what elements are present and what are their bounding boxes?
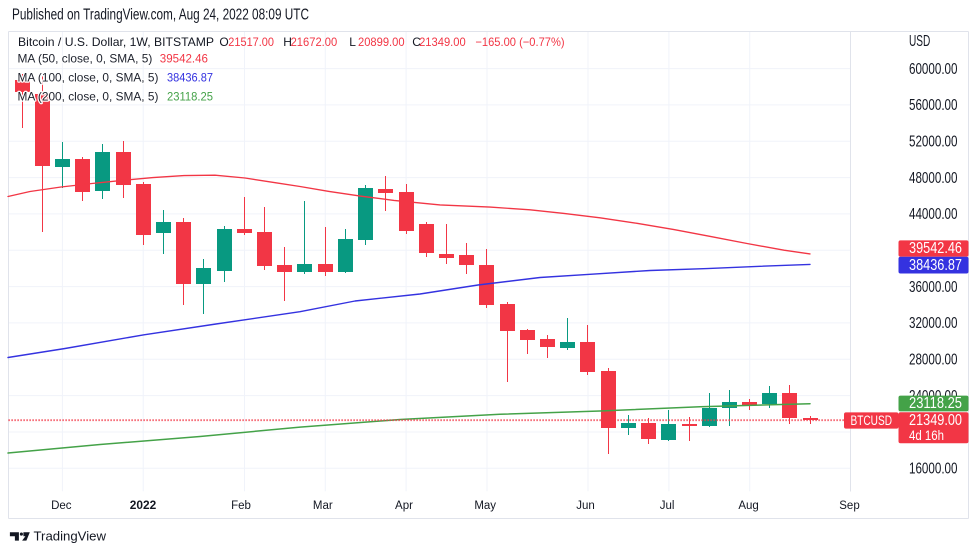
svg-text:21517.00: 21517.00: [228, 35, 274, 49]
svg-text:MA (50, close, 0, SMA, 5): MA (50, close, 0, SMA, 5): [18, 51, 153, 65]
svg-text:TradingView: TradingView: [34, 530, 108, 544]
svg-text:48000.00: 48000.00: [909, 170, 958, 187]
svg-text:BTCUSD: BTCUSD: [851, 413, 893, 428]
svg-text:38436.87: 38436.87: [909, 257, 962, 274]
svg-text:Aug: Aug: [738, 500, 758, 512]
svg-text:L: L: [349, 35, 356, 49]
svg-text:23118.25: 23118.25: [167, 89, 213, 103]
svg-text:Bitcoin / U.S. Dollar, 1W, BIT: Bitcoin / U.S. Dollar, 1W, BITSTAMP: [18, 35, 214, 49]
svg-text:Feb: Feb: [231, 500, 251, 512]
svg-text:21349.00: 21349.00: [909, 412, 962, 429]
svg-text:4d 16h: 4d 16h: [909, 428, 944, 443]
svg-text:38436.87: 38436.87: [167, 70, 213, 84]
svg-text:MA (100, close, 0, SMA, 5): MA (100, close, 0, SMA, 5): [18, 70, 159, 84]
svg-text:Mar: Mar: [313, 500, 333, 512]
svg-text:May: May: [474, 500, 496, 512]
svg-text:21672.00: 21672.00: [291, 35, 338, 49]
svg-text:MA (200, close, 0, SMA, 5): MA (200, close, 0, SMA, 5): [18, 89, 159, 103]
svg-text:USD: USD: [909, 33, 930, 50]
svg-text:20899.00: 20899.00: [358, 35, 405, 49]
svg-text:Jul: Jul: [660, 500, 675, 512]
svg-text:39542.46: 39542.46: [160, 51, 209, 65]
svg-text:Sep: Sep: [839, 500, 859, 512]
svg-text:32000.00: 32000.00: [909, 315, 958, 332]
svg-text:O: O: [219, 35, 228, 49]
svg-text:28000.00: 28000.00: [909, 352, 958, 369]
svg-text:−165.00 (−0.77%): −165.00 (−0.77%): [475, 35, 564, 49]
svg-text:Apr: Apr: [395, 500, 413, 512]
svg-text:H: H: [283, 35, 292, 49]
svg-text:21349.00: 21349.00: [419, 35, 466, 49]
svg-text:C: C: [412, 35, 421, 49]
svg-text:36000.00: 36000.00: [909, 279, 958, 296]
svg-text:Published on TradingView.com,: Published on TradingView.com, Aug 24, 20…: [12, 6, 309, 23]
svg-text:60000.00: 60000.00: [909, 61, 958, 78]
svg-text:16000.00: 16000.00: [909, 461, 958, 478]
svg-text:56000.00: 56000.00: [909, 97, 958, 114]
svg-text:52000.00: 52000.00: [909, 134, 958, 151]
svg-text:Jun: Jun: [576, 500, 595, 512]
svg-text:39542.46: 39542.46: [909, 240, 962, 257]
svg-text:Dec: Dec: [51, 500, 72, 512]
svg-text:2022: 2022: [130, 500, 157, 512]
svg-text:44000.00: 44000.00: [909, 206, 958, 223]
svg-text:23118.25: 23118.25: [909, 395, 962, 412]
